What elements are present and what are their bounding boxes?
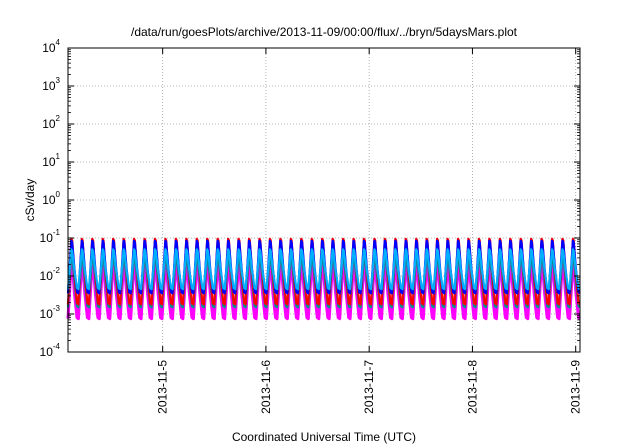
series-layer bbox=[66, 237, 581, 321]
y-tick-label: 100 bbox=[42, 190, 60, 207]
x-tick-label: 2013-11-8 bbox=[465, 360, 479, 414]
y-tick-label: 104 bbox=[42, 38, 60, 55]
y-tick-label: 10-2 bbox=[40, 266, 61, 283]
y-tick-label: 101 bbox=[42, 152, 60, 169]
x-tick-label: 2013-11-7 bbox=[362, 360, 376, 414]
y-tick-label: 10-3 bbox=[40, 304, 61, 321]
y-tick-label: 103 bbox=[42, 76, 60, 93]
x-tick-label: 2013-11-9 bbox=[569, 360, 583, 414]
x-tick-labels: 2013-11-5 2013-11-6 2013-11-7 2013-11-8 2013… bbox=[156, 360, 583, 414]
y-axis-label: cSv/day bbox=[23, 179, 37, 222]
x-axis-label: Coordinated Universal Time (UTC) bbox=[232, 430, 416, 444]
y-tick-label: 102 bbox=[42, 114, 60, 131]
chart-title: /data/run/goesPlots/archive/2013-11-09/0… bbox=[131, 25, 518, 39]
y-tick-label: 10-1 bbox=[40, 228, 61, 245]
x-tick-label: 2013-11-5 bbox=[156, 360, 170, 414]
y-tick-labels: 104 103 102 101 100 10-1 10-2 10-3 10-4 bbox=[40, 38, 61, 359]
series-line bbox=[66, 248, 581, 291]
y-tick-label: 10-4 bbox=[40, 342, 61, 359]
x-tick-label: 2013-11-6 bbox=[259, 360, 273, 414]
ticks bbox=[68, 47, 580, 353]
